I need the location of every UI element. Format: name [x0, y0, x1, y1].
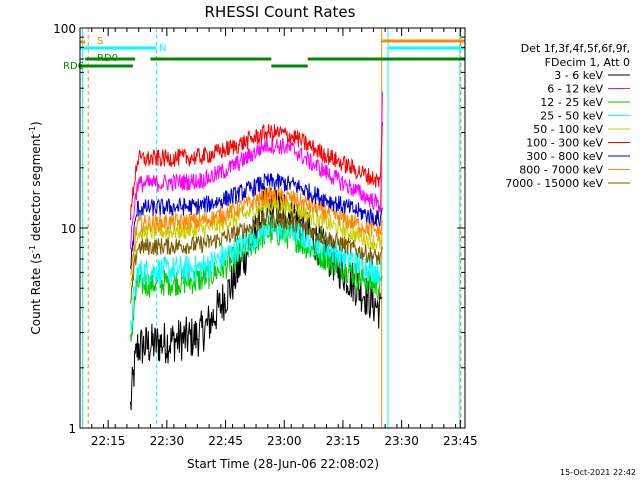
legend-entry-label: 3 - 6 keV — [554, 69, 603, 82]
y-axis-label-exp2: -1 — [28, 126, 37, 134]
y-axis-label-mid: detector segment — [29, 134, 43, 245]
flag-label-n: N — [159, 43, 166, 54]
y-axis-label-end: ) — [29, 121, 43, 126]
legend: Det 1f,3f,4f,5f,6f,9f,FDecim 1, Att 03 -… — [505, 42, 630, 190]
legend-entry-label: 25 - 50 keV — [540, 110, 603, 123]
flag-label-s: S — [97, 36, 103, 47]
x-tick-label: 23:00 — [267, 434, 302, 448]
x-tick-label: 23:30 — [384, 434, 419, 448]
legend-header-line: FDecim 1, Att 0 — [545, 56, 630, 69]
plot-area: S N RD0 RD6 — [63, 28, 465, 428]
y-axis-label: Count Rate (s-1 detector segment-1) — [28, 121, 43, 334]
flag-label-rd0: RD0 — [97, 53, 118, 64]
x-tick-label: 23:45 — [443, 434, 478, 448]
x-tick-label: 22:30 — [150, 434, 185, 448]
y-tick-label: 10 — [61, 222, 76, 236]
y-axis-label-main: Count Rate (s — [29, 253, 43, 335]
y-axis-label-exp1: -1 — [28, 245, 37, 253]
legend-entry-label: 300 - 800 keV — [526, 150, 603, 163]
series-line-25-50-kev — [130, 213, 383, 331]
x-tick-label: 23:15 — [326, 434, 361, 448]
x-axis-label: Start Time (28-Jun-06 22:08:02) — [187, 457, 379, 471]
legend-entry-label: 7000 - 15000 keV — [505, 177, 603, 190]
x-tick-label: 22:15 — [91, 434, 126, 448]
footer-timestamp: 15-Oct-2021 22:42 — [560, 468, 636, 477]
series-line-6-12-kev — [130, 91, 383, 249]
legend-header-line: Det 1f,3f,4f,5f,6f,9f, — [521, 42, 630, 55]
flag-label-rd6: RD6 — [63, 61, 84, 72]
series-line-100-300-kev — [130, 121, 383, 221]
series-line-7000-15000-kev — [130, 210, 383, 304]
legend-entry-label: 12 - 25 keV — [540, 96, 603, 109]
x-tick-label: 22:45 — [208, 434, 243, 448]
legend-entry-label: 800 - 7000 keV — [519, 164, 603, 177]
y-tick-label: 100 — [53, 22, 76, 36]
chart-title: RHESSI Count Rates — [205, 3, 356, 21]
series-line-800-7000-kev — [130, 186, 383, 276]
legend-entry-label: 100 - 300 keV — [526, 137, 603, 150]
axes: 22:15 22:30 22:45 23:00 23:15 23:30 23:45 1 10 10… — [53, 22, 478, 448]
legend-entry-label: 6 - 12 keV — [547, 83, 603, 96]
series-line-300-800-kev — [130, 173, 383, 269]
y-tick-label: 1 — [68, 422, 76, 436]
legend-entry-label: 50 - 100 keV — [533, 123, 603, 136]
